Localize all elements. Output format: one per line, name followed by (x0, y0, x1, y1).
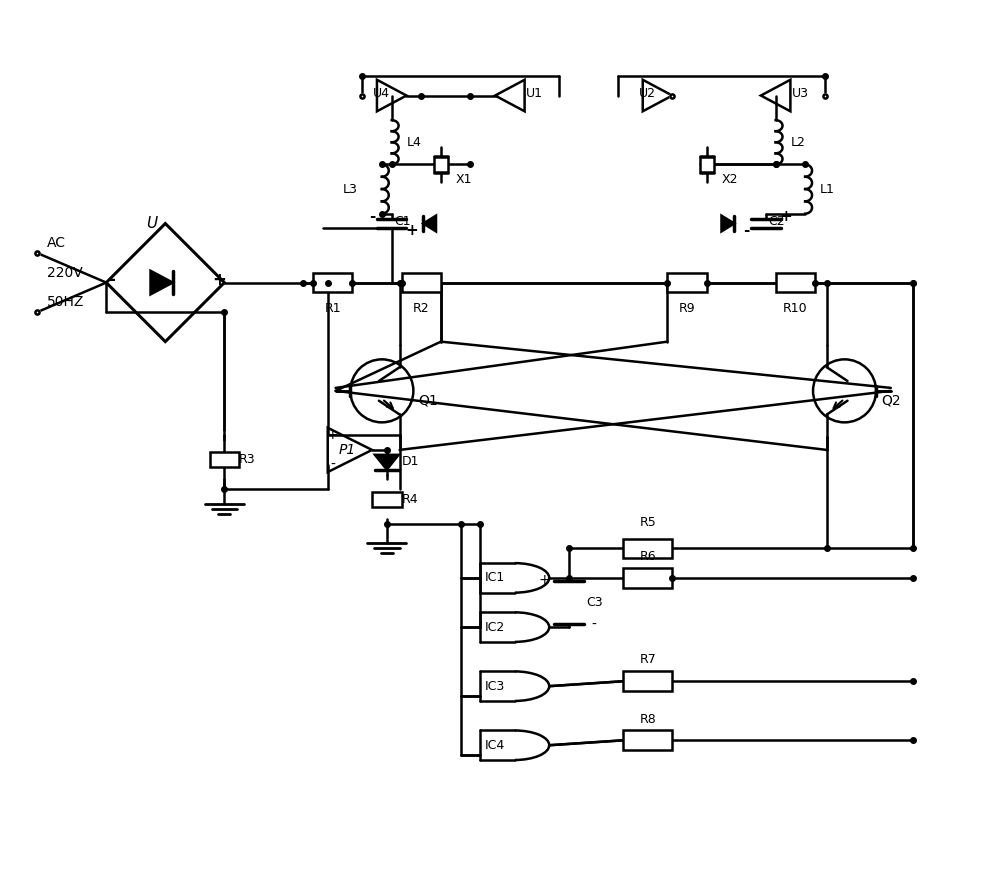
Text: U4: U4 (373, 87, 390, 100)
Text: +: + (405, 222, 418, 238)
Text: L4: L4 (406, 136, 421, 149)
Text: C3: C3 (587, 596, 603, 609)
Text: U2: U2 (639, 87, 656, 100)
Text: C1: C1 (395, 215, 411, 228)
FancyBboxPatch shape (372, 492, 402, 506)
Text: -: - (108, 271, 115, 288)
Text: IC3: IC3 (485, 680, 505, 692)
Text: 220V: 220V (47, 266, 83, 279)
Text: C2: C2 (769, 215, 785, 228)
Text: -: - (743, 222, 749, 238)
Polygon shape (375, 455, 399, 470)
Text: IC2: IC2 (485, 620, 505, 634)
Text: +: + (327, 428, 338, 442)
Text: R3: R3 (239, 453, 256, 466)
Text: -: - (369, 209, 375, 224)
Text: L3: L3 (342, 182, 357, 196)
Text: D1: D1 (402, 455, 419, 468)
FancyBboxPatch shape (313, 272, 352, 293)
Text: R2: R2 (413, 303, 430, 315)
Text: L2: L2 (790, 136, 805, 149)
Text: U3: U3 (792, 87, 809, 100)
Text: L1: L1 (820, 182, 835, 196)
Text: P1: P1 (339, 443, 356, 457)
Text: Q1: Q1 (418, 393, 438, 408)
Text: Q2: Q2 (881, 393, 901, 408)
FancyBboxPatch shape (623, 538, 672, 558)
Text: X1: X1 (456, 173, 472, 186)
Text: R4: R4 (402, 493, 418, 506)
Text: R1: R1 (324, 303, 341, 315)
Text: IC4: IC4 (485, 739, 505, 752)
Polygon shape (423, 215, 436, 231)
Text: +: + (779, 209, 792, 224)
Text: IC1: IC1 (485, 571, 505, 585)
Text: U1: U1 (526, 87, 543, 100)
Text: X2: X2 (721, 173, 738, 186)
FancyBboxPatch shape (700, 158, 714, 172)
Text: -: - (330, 457, 335, 472)
FancyBboxPatch shape (623, 568, 672, 587)
Text: R5: R5 (639, 515, 656, 529)
FancyBboxPatch shape (623, 731, 672, 750)
Text: 50HZ: 50HZ (47, 295, 85, 309)
Text: -: - (591, 619, 596, 632)
Text: +: + (213, 271, 226, 288)
Text: +: + (538, 573, 550, 587)
Text: U: U (146, 216, 157, 231)
Text: R10: R10 (783, 303, 808, 315)
FancyBboxPatch shape (402, 272, 441, 293)
FancyBboxPatch shape (210, 452, 239, 467)
Text: R7: R7 (639, 653, 656, 667)
Text: R6: R6 (639, 550, 656, 563)
FancyBboxPatch shape (623, 671, 672, 692)
Text: AC: AC (47, 236, 66, 250)
Polygon shape (721, 215, 734, 231)
Text: R9: R9 (679, 303, 695, 315)
Polygon shape (151, 271, 173, 295)
FancyBboxPatch shape (776, 272, 815, 293)
Text: R8: R8 (639, 713, 656, 725)
FancyBboxPatch shape (667, 272, 707, 293)
FancyBboxPatch shape (434, 158, 448, 172)
